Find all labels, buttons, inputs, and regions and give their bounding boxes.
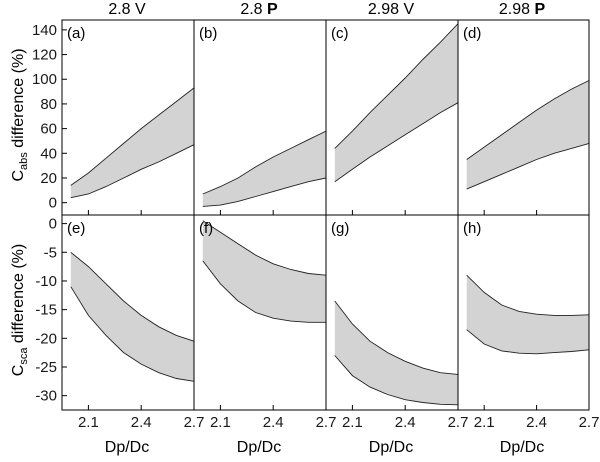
upper-curve bbox=[466, 274, 590, 316]
y-tick-label: 100 bbox=[32, 71, 57, 88]
y-tick-label: 40 bbox=[40, 145, 57, 162]
y-tick-label: -20 bbox=[35, 330, 57, 347]
y-tick-label: 120 bbox=[32, 47, 57, 64]
lower-curve bbox=[334, 102, 459, 183]
upper-curve bbox=[202, 220, 327, 276]
x-tick-label: 2.4 bbox=[526, 414, 547, 431]
lower-curve bbox=[466, 329, 590, 355]
panel-label: (g) bbox=[331, 220, 349, 237]
panel-label: (f) bbox=[199, 220, 213, 237]
panel-label: (e) bbox=[67, 220, 85, 237]
uncertainty-band bbox=[466, 275, 589, 354]
column-titles: 2.8 V 2.8 P 2.98 V 2.98 P bbox=[108, 1, 545, 18]
panel-label: (d) bbox=[463, 25, 481, 42]
x-axis-label-2: Dp/Dc bbox=[237, 439, 281, 456]
y-tick-label: -25 bbox=[35, 359, 57, 376]
y-tick-label: 20 bbox=[40, 170, 57, 187]
x-tick-label: 2.7 bbox=[184, 414, 205, 431]
y-tick-label: 0 bbox=[49, 195, 57, 212]
y-tick-label: 0 bbox=[49, 216, 57, 233]
x-axis-label-3: Dp/Dc bbox=[369, 439, 413, 456]
panel-g: (g) 2.1 2.4 2.7 bbox=[325, 214, 469, 431]
x-axis-label-1: Dp/Dc bbox=[105, 439, 149, 456]
uncertainty-band bbox=[334, 23, 458, 182]
panel-f: (f) 2.1 2.4 2.7 bbox=[193, 214, 337, 431]
uncertainty-band bbox=[202, 220, 326, 323]
column-title-1: 2.8 V bbox=[108, 1, 146, 18]
y-tick-label: 80 bbox=[40, 96, 57, 113]
lower-curve bbox=[334, 355, 459, 406]
upper-curve bbox=[70, 251, 195, 342]
x-tick-label: 2.7 bbox=[579, 414, 600, 431]
x-tick-label: 2.4 bbox=[395, 414, 416, 431]
uncertainty-band bbox=[70, 252, 194, 382]
panel-c: (c) bbox=[325, 19, 459, 216]
upper-curve bbox=[334, 23, 459, 149]
uncertainty-band bbox=[202, 131, 326, 207]
x-axis-label-4: Dp/Dc bbox=[500, 439, 544, 456]
panel-b: (b) bbox=[193, 19, 327, 216]
y-tick-label: 140 bbox=[32, 22, 57, 39]
panel-a: (a) 0 20 40 60 80 100 120 140 bbox=[32, 19, 195, 216]
y-tick-label: 60 bbox=[40, 121, 57, 138]
lower-curve bbox=[202, 177, 327, 207]
column-title-3: 2.98 V bbox=[368, 1, 415, 18]
column-title-2: 2.8 P bbox=[240, 1, 278, 18]
panel-h: (h) 2.1 2.4 2.7 bbox=[457, 214, 600, 431]
x-tick-label: 2.7 bbox=[316, 414, 337, 431]
lower-curve bbox=[70, 144, 195, 199]
column-title-4: 2.98 P bbox=[499, 1, 546, 18]
panel-e: (e) 2.1 2.4 2.7 0 -5 -10 -15 -20 -25 -30 bbox=[35, 214, 205, 431]
upper-curve bbox=[70, 87, 195, 186]
x-tick-label: 2.1 bbox=[210, 414, 231, 431]
panel-frame bbox=[457, 214, 590, 411]
x-tick-label: 2.7 bbox=[448, 414, 469, 431]
y-tick-label: -5 bbox=[44, 244, 57, 261]
y-axis-label-top: Cabs difference (%) bbox=[10, 48, 30, 181]
y-axis-label-bottom: Csca difference (%) bbox=[10, 244, 30, 376]
x-tick-label: 2.4 bbox=[131, 414, 152, 431]
uncertainty-band bbox=[466, 80, 589, 190]
uncertainty-band bbox=[334, 301, 458, 405]
panel-label: (h) bbox=[463, 220, 481, 237]
lower-curve bbox=[70, 286, 195, 382]
panel-d: (d) bbox=[457, 19, 590, 216]
uncertainty-band bbox=[70, 87, 194, 198]
x-tick-label: 2.4 bbox=[263, 414, 284, 431]
y-tick-label: -10 bbox=[35, 273, 57, 290]
lower-curve bbox=[466, 142, 590, 190]
x-tick-label: 2.1 bbox=[474, 414, 495, 431]
panel-label: (c) bbox=[331, 25, 349, 42]
upper-curve bbox=[334, 300, 459, 375]
y-tick-label: -15 bbox=[35, 302, 57, 319]
panel-label: (b) bbox=[199, 25, 217, 42]
lower-curve bbox=[202, 260, 326, 323]
x-axis-labels: Dp/Dc Dp/Dc Dp/Dc Dp/Dc bbox=[105, 439, 544, 456]
x-tick-label: 2.1 bbox=[78, 414, 99, 431]
y-tick-label: -30 bbox=[35, 388, 57, 405]
panel-label: (a) bbox=[67, 25, 85, 42]
upper-curve bbox=[202, 130, 327, 195]
x-tick-label: 2.1 bbox=[342, 414, 363, 431]
panels: (a) 0 20 40 60 80 100 120 140 (b) (c) (d) (e) 2.1 2.4 2… bbox=[32, 19, 600, 431]
upper-curve bbox=[466, 80, 590, 160]
